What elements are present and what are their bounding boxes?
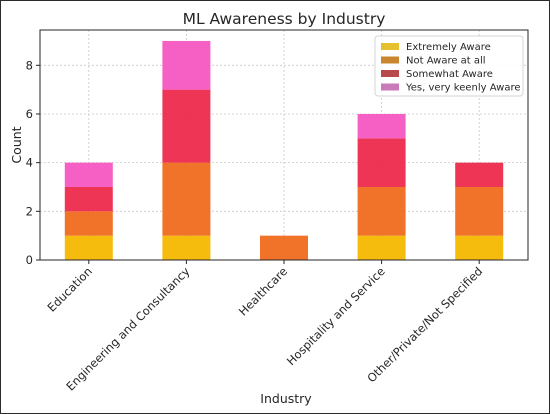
bar-segment-extremely-aware	[162, 235, 211, 260]
bars-layer	[64, 40, 504, 260]
bar-segment-extremely-aware	[64, 235, 113, 260]
x-tick-label: Healthcare	[236, 264, 290, 318]
bar-segment-yes-very-keenly-aware	[357, 113, 406, 139]
y-tick-label: 6	[26, 107, 33, 121]
bar-segment-somewhat-aware	[455, 162, 504, 187]
legend-swatch	[381, 56, 399, 64]
x-tick-label: Education	[45, 264, 95, 314]
legend-entry-label: Not Aware at all	[406, 56, 486, 67]
x-axis-label: Industry	[260, 391, 312, 406]
bar-segment-not-aware-at-all	[357, 186, 406, 236]
y-tick-label: 8	[26, 58, 33, 72]
y-tick-label: 0	[26, 253, 33, 267]
legend-entry-label: Somewhat Aware	[406, 69, 493, 80]
legend-swatch	[381, 70, 399, 77]
bar-segment-not-aware-at-all	[162, 162, 211, 236]
legend-entry-label: Extremely Aware	[406, 42, 491, 53]
y-tick-label: 4	[26, 156, 33, 170]
bar-segment-not-aware-at-all	[455, 186, 504, 236]
bar-segment-somewhat-aware	[357, 138, 406, 187]
legend-entry-label: Yes, very keenly Aware	[405, 83, 521, 94]
legend-box	[374, 35, 524, 97]
bar-segment-extremely-aware	[357, 235, 406, 260]
bar-segment-yes-very-keenly-aware	[162, 40, 211, 90]
bar-segment-not-aware-at-all	[64, 211, 113, 236]
bar-segment-extremely-aware	[455, 235, 504, 260]
bar-segment-not-aware-at-all	[260, 235, 308, 260]
legend-swatch	[381, 43, 399, 50]
y-ticks: 0 2 4 6 8	[26, 58, 40, 267]
bar-segment-somewhat-aware	[64, 186, 113, 212]
y-axis-label: Count	[9, 126, 24, 163]
legend: Extremely Aware Not Aware at all Somewhat …	[374, 35, 524, 97]
y-tick-label: 2	[26, 204, 33, 218]
x-tick-label: Hospitality and Service	[284, 264, 388, 368]
legend-swatch	[381, 83, 399, 91]
chart-title: ML Awareness by Industry	[183, 10, 386, 28]
bar-segment-yes-very-keenly-aware	[64, 162, 113, 187]
x-tick-label: Other/Private/Not Specified	[364, 264, 485, 385]
bar-segment-somewhat-aware	[162, 89, 211, 163]
